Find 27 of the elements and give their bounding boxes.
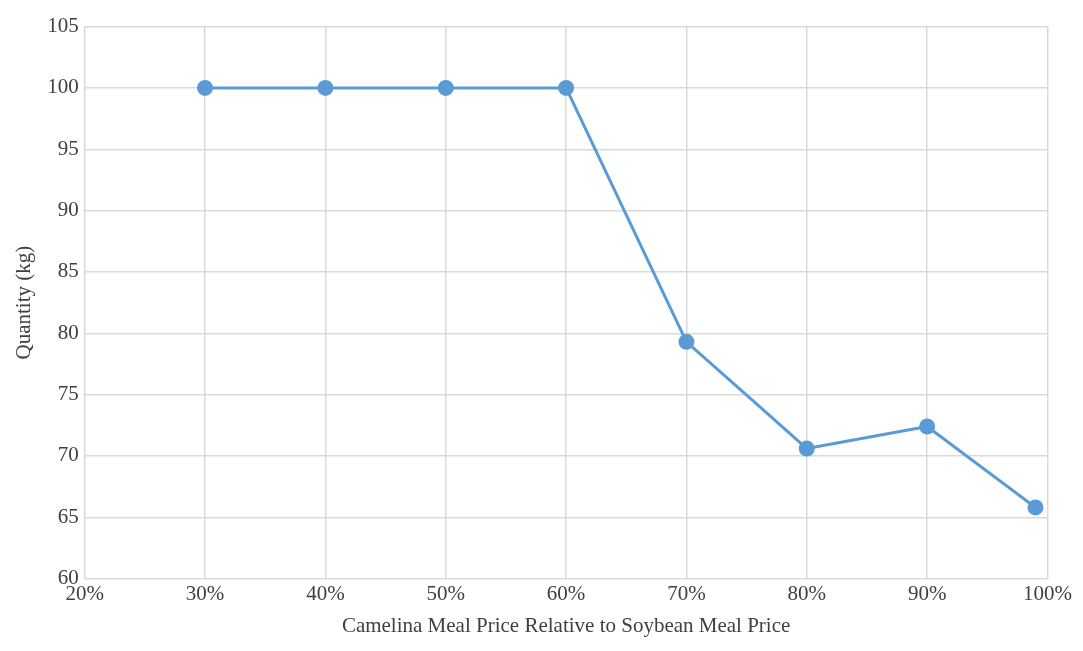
x-tick-label: 70% — [667, 580, 706, 605]
y-tick-label: 75 — [57, 381, 79, 406]
x-tick-label: 30% — [185, 580, 225, 605]
x-tick-label: 80% — [787, 580, 827, 605]
y-tick-label: 105 — [47, 13, 79, 38]
y-tick-label: 95 — [57, 135, 79, 160]
x-tick-label: 60% — [546, 580, 586, 605]
y-tick-label: 65 — [57, 503, 79, 528]
y-axis-title: Quantity (kg) — [11, 245, 36, 360]
y-tick-label: 85 — [57, 258, 79, 283]
point — [1027, 499, 1044, 516]
x-axis-title: Camelina Meal Price Relative to Soybean Meal Price — [341, 612, 791, 637]
point — [558, 79, 575, 96]
x-tick-label: 100% — [1023, 580, 1072, 605]
point — [678, 333, 695, 350]
y-tick-label: 70 — [57, 442, 79, 467]
x-tick-label: 50% — [426, 580, 465, 605]
point — [798, 440, 815, 457]
x-tick-label: 40% — [306, 580, 345, 605]
point — [197, 79, 214, 96]
y-tick-label: 80 — [57, 319, 79, 344]
x-tick-label: 90% — [907, 580, 947, 605]
y-tick-label: 90 — [57, 197, 79, 222]
point — [437, 79, 454, 96]
point — [317, 79, 334, 96]
y-tick-label: 100 — [47, 74, 79, 99]
point — [919, 418, 936, 435]
